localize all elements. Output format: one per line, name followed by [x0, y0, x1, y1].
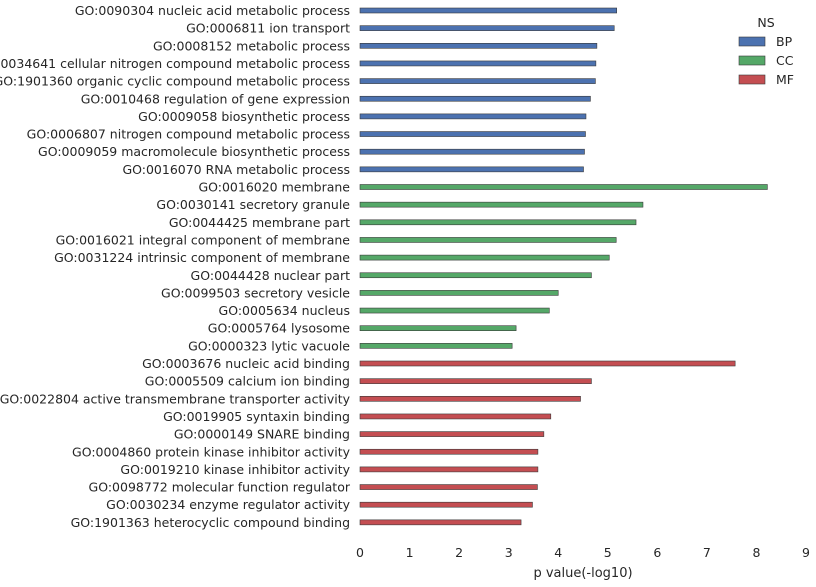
- category-labels: GO:0090304 nucleic acid metabolic proces…: [0, 3, 351, 530]
- category-label: GO:0009058 biosynthetic process: [138, 109, 350, 124]
- bar-cc: [359, 201, 644, 208]
- bar-mf: [359, 431, 545, 437]
- bar-cc: [359, 307, 550, 314]
- x-tick-label: 9: [802, 545, 810, 560]
- category-label: GO:0010468 regulation of gene expression: [81, 91, 350, 106]
- category-label: GO:0030141 secretory granule: [156, 197, 350, 212]
- x-tick-label: 5: [604, 545, 612, 560]
- bar-bp: [359, 7, 618, 14]
- bar-cc: [359, 237, 617, 243]
- category-label: GO:0008152 metabolic process: [153, 38, 350, 53]
- bar-cc: [359, 290, 559, 296]
- category-label: GO:0031224 intrinsic component of membra…: [54, 250, 350, 265]
- x-axis-label: p value(-log10): [533, 566, 632, 581]
- bar-bp: [359, 166, 584, 173]
- legend-label-cc: CC: [776, 53, 794, 68]
- bar-bp: [359, 113, 587, 120]
- legend-label-bp: BP: [776, 34, 793, 49]
- bar-mf: [359, 466, 539, 473]
- category-label: GO:0009059 macromolecule biosynthetic pr…: [38, 144, 350, 159]
- category-label: GO:0005764 lysosome: [208, 321, 351, 336]
- x-tick-label: 0: [356, 545, 364, 560]
- bar-mf: [359, 413, 552, 420]
- category-label: GO:0005509 calcium ion binding: [145, 374, 350, 389]
- bar-mf: [359, 501, 533, 508]
- bar-mf: [359, 360, 736, 367]
- bar-bp: [359, 25, 615, 31]
- x-tick-label: 6: [653, 545, 661, 560]
- bar-bp: [359, 95, 591, 102]
- category-label: GO:0019210 kinase inhibitor activity: [120, 462, 350, 477]
- category-label: GO:0019905 syntaxin binding: [163, 409, 350, 424]
- legend-title: NS: [757, 15, 774, 30]
- bar-bp: [359, 131, 586, 137]
- x-tick-label: 2: [455, 545, 463, 560]
- category-label: GO:1901363 heterocyclic compound binding: [71, 515, 350, 530]
- category-label: GO:0044428 nuclear part: [191, 268, 351, 283]
- bars-layer: [359, 7, 768, 526]
- bar-bp: [359, 148, 585, 155]
- bar-mf: [359, 448, 539, 455]
- category-label: GO:0000323 lytic vacuole: [188, 338, 350, 353]
- category-label: GO:0099503 secretory vesicle: [161, 285, 350, 300]
- category-label: GO:0000149 SNARE binding: [174, 427, 350, 442]
- category-label: GO:0016021 integral component of membran…: [56, 232, 351, 247]
- category-label: GO:0006811 ion transport: [186, 21, 350, 36]
- bar-mf: [359, 378, 592, 384]
- category-label: GO:0098772 molecular function regulator: [89, 480, 351, 495]
- legend-swatch-cc: [738, 55, 766, 66]
- bar-cc: [359, 325, 517, 332]
- x-axis-ticks: 0 1 2 3 4 5 6 7 8 9: [356, 545, 810, 560]
- category-label: GO:0006807 nitrogen compound metabolic p…: [27, 127, 350, 142]
- legend-swatch-bp: [738, 36, 766, 47]
- bar-cc: [359, 219, 637, 226]
- category-label: GO:1901360 organic cyclic compound metab…: [0, 74, 350, 89]
- category-label: GO:0004860 protein kinase inhibitor acti…: [72, 444, 351, 459]
- bar-bp: [359, 42, 598, 49]
- x-tick-label: 1: [406, 545, 414, 560]
- legend: NS BP CC MF: [738, 15, 794, 87]
- x-tick-label: 3: [505, 545, 513, 560]
- bar-cc: [359, 184, 768, 190]
- category-label: GO:0016070 RNA metabolic process: [122, 162, 350, 177]
- legend-label-mf: MF: [776, 72, 794, 87]
- x-tick-label: 4: [554, 545, 562, 560]
- x-tick-label: 8: [752, 545, 760, 560]
- bar-mf: [359, 484, 538, 490]
- bar-cc: [359, 343, 513, 349]
- category-label: GO:0044425 membrane part: [169, 215, 350, 230]
- category-label: GO:0005634 nucleus: [219, 303, 350, 318]
- category-label: GO:0030234 enzyme regulator activity: [106, 497, 350, 512]
- bar-cc: [359, 272, 592, 279]
- category-label: GO:0034641 cellular nitrogen compound me…: [0, 56, 350, 71]
- category-label: GO:0003676 nucleic acid binding: [142, 356, 350, 371]
- bar-mf: [359, 519, 522, 526]
- bar-bp: [359, 60, 597, 67]
- category-label: GO:0016020 membrane: [198, 180, 350, 195]
- category-label: GO:0090304 nucleic acid metabolic proces…: [75, 3, 350, 18]
- legend-swatch-mf: [738, 74, 766, 85]
- bar-mf: [359, 395, 581, 402]
- legend-entries: BP CC MF: [738, 34, 794, 87]
- category-label: GO:0022804 active transmembrane transpor…: [0, 391, 351, 406]
- x-tick-label: 7: [703, 545, 711, 560]
- bar-cc: [359, 254, 610, 261]
- bar-bp: [359, 78, 596, 84]
